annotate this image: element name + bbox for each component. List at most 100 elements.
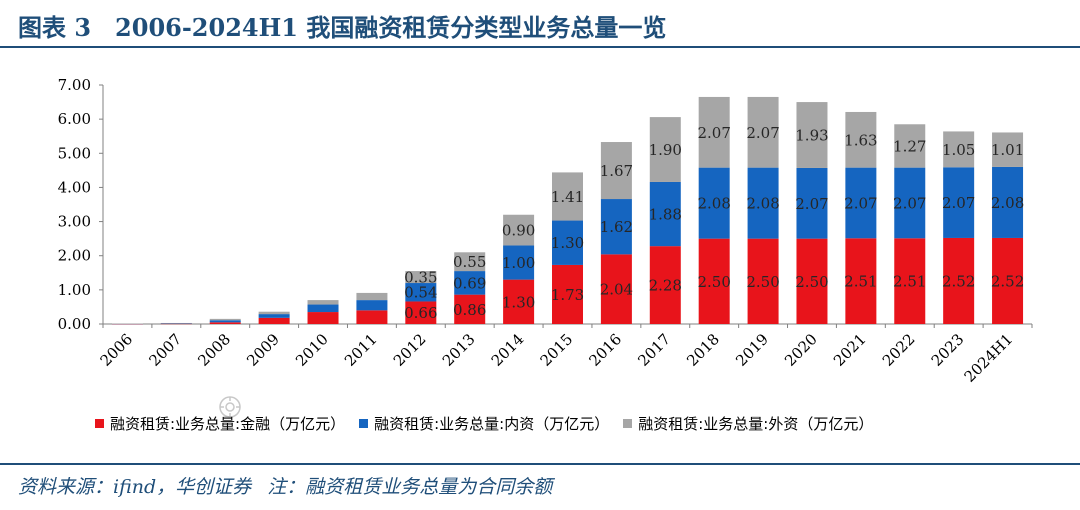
y-tick-label: 1.00	[58, 281, 91, 299]
x-tick-label: 2023	[928, 330, 968, 370]
bar-segment-domestic	[258, 314, 290, 318]
data-label-foreign: 2.07	[697, 124, 730, 142]
y-tick-label: 3.00	[58, 213, 91, 231]
bar-segment-foreign	[307, 300, 339, 305]
bar-segment-finance	[503, 279, 535, 324]
bar-segment-domestic	[992, 166, 1024, 238]
legend-item-domestic: 融资租赁:业务总量:内资（万亿元）	[359, 413, 609, 434]
bar-segment-foreign	[747, 96, 779, 168]
bar-segment-foreign	[600, 142, 632, 200]
bar-segment-domestic	[503, 245, 535, 280]
bar-segment-domestic	[405, 283, 437, 302]
data-label-finance: 2.52	[991, 272, 1024, 290]
bar-segment-foreign	[405, 271, 437, 284]
bar-segment-finance	[600, 254, 632, 324]
bar-segment-domestic	[209, 320, 241, 323]
figure-title: 图表 3 2006-2024H1 我国融资租赁分类型业务总量一览	[18, 13, 667, 42]
bar-segment-foreign	[649, 117, 681, 182]
data-label-finance: 2.04	[600, 281, 633, 299]
bar-segment-foreign	[943, 131, 975, 168]
x-tick-label: 2006	[97, 330, 137, 370]
y-tick-label: 5.00	[58, 144, 91, 162]
data-label-domestic: 2.08	[746, 195, 779, 213]
x-tick-label: 2011	[341, 330, 381, 370]
data-label-finance: 2.51	[893, 273, 926, 291]
chart-legend: 融资租赁:业务总量:金融（万亿元） 融资租赁:业务总量:内资（万亿元） 融资租赁…	[95, 413, 887, 434]
bar-segment-domestic	[698, 167, 730, 239]
legend-label-domestic: 融资租赁:业务总量:内资（万亿元）	[374, 415, 610, 433]
x-tick-label: 2024H1	[961, 330, 1017, 386]
bar-segment-foreign	[258, 311, 290, 315]
x-tick-label: 2007	[145, 330, 185, 370]
bar-segment-domestic	[894, 167, 926, 239]
x-tick-label: 2014	[488, 330, 528, 370]
data-label-foreign: 1.41	[551, 188, 584, 206]
bar-segment-foreign	[356, 292, 388, 301]
data-label-domestic: 1.00	[502, 254, 535, 272]
bar-segment-domestic	[454, 271, 486, 295]
bar-segment-domestic	[307, 304, 339, 313]
data-label-domestic: 0.54	[404, 284, 437, 302]
x-tick-label: 2017	[634, 330, 674, 370]
bar-segment-domestic	[649, 181, 681, 247]
data-label-finance: 1.73	[551, 286, 584, 304]
data-label-domestic: 2.07	[893, 194, 926, 212]
bar-segment-finance	[454, 294, 486, 324]
note-text: 注：融资租赁业务总量为合同余额	[267, 476, 553, 498]
legend-item-finance: 融资租赁:业务总量:金融（万亿元）	[95, 413, 345, 434]
data-label-foreign: 0.35	[404, 269, 437, 287]
data-label-domestic: 1.62	[600, 218, 633, 236]
bar-segment-finance	[698, 238, 730, 324]
bar-segment-finance	[307, 312, 339, 324]
data-label-finance: 2.51	[844, 273, 877, 291]
y-tick-label: 2.00	[58, 247, 91, 265]
x-tick-label: 2018	[683, 330, 723, 370]
data-label-finance: 2.28	[649, 277, 682, 295]
x-tick-label: 2020	[781, 330, 821, 370]
legend-label-foreign: 融资租赁:业务总量:外资（万亿元）	[638, 415, 874, 433]
x-tick-label: 2008	[194, 330, 234, 370]
x-tick-label: 2021	[830, 330, 870, 370]
data-label-domestic: 2.08	[991, 194, 1024, 212]
bar-segment-finance	[992, 237, 1024, 324]
data-label-finance: 1.30	[502, 293, 535, 311]
legend-item-foreign: 融资租赁:业务总量:外资（万亿元）	[623, 413, 873, 434]
figure-footer: 资料来源：ifind，华创证券 注：融资租赁业务总量为合同余额	[18, 472, 562, 499]
data-label-foreign: 2.07	[746, 124, 779, 142]
footer-rule	[0, 463, 1080, 465]
bar-segment-foreign	[552, 172, 583, 221]
data-label-finance: 2.52	[942, 272, 975, 290]
x-tick-label: 2022	[879, 330, 919, 370]
bar-segment-finance	[356, 310, 388, 324]
bar-segment-foreign	[845, 111, 877, 168]
y-tick-label: 0.00	[58, 315, 91, 333]
x-tick-label: 2010	[292, 330, 332, 370]
y-tick-label: 6.00	[58, 110, 91, 128]
data-label-domestic: 2.07	[942, 194, 975, 212]
data-label-domestic: 1.30	[551, 234, 584, 252]
bar-segment-foreign	[111, 323, 143, 324]
data-label-foreign: 0.55	[453, 253, 486, 271]
data-label-finance: 2.50	[795, 273, 828, 291]
x-tick-label: 2015	[537, 330, 577, 370]
bar-segment-finance	[258, 317, 290, 324]
x-tick-label: 2013	[439, 330, 479, 370]
x-tick-label: 2016	[585, 330, 625, 370]
bar-segment-foreign	[894, 124, 926, 168]
data-label-domestic: 1.88	[649, 206, 682, 224]
y-tick-label: 4.00	[58, 178, 91, 196]
title-rule	[0, 46, 1080, 48]
legend-swatch-domestic	[359, 419, 369, 428]
bar-segment-domestic	[160, 323, 192, 324]
bar-segment-foreign	[160, 322, 192, 324]
data-label-foreign: 1.63	[844, 131, 877, 149]
bar-segment-finance	[894, 238, 926, 324]
data-label-foreign: 1.27	[893, 137, 926, 155]
data-label-foreign: 1.93	[795, 127, 828, 145]
bar-segment-finance	[649, 246, 681, 324]
bar-segment-domestic	[796, 167, 828, 239]
bar-segment-domestic	[600, 199, 632, 255]
x-tick-label: 2012	[390, 330, 430, 370]
bar-segment-finance	[552, 264, 583, 324]
bar-segment-finance	[160, 323, 192, 325]
